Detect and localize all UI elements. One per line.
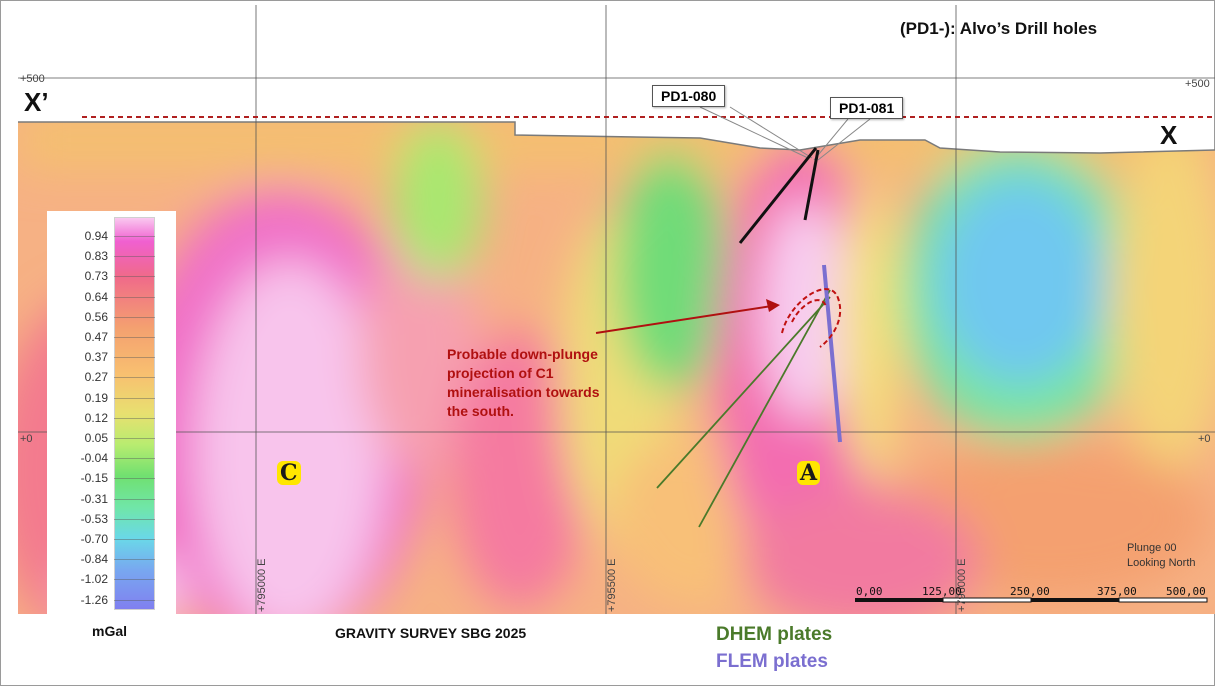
legend-tick-label: -0.04: [80, 451, 108, 466]
scale-label: 125,00: [922, 585, 962, 598]
annotation-line: mineralisation towards: [447, 384, 600, 400]
topography-line: [18, 121, 1215, 154]
legend-tick-mark: [114, 417, 155, 419]
scale-label: 375,00: [1097, 585, 1137, 598]
legend-tick-label: 0.05: [84, 431, 108, 445]
elevation-label-top-right: +500: [1185, 78, 1210, 90]
elevation-label-top-left: +500: [20, 73, 45, 85]
scale-label: 0,00: [856, 585, 883, 598]
legend-tick-label: 0.47: [84, 330, 108, 344]
legend-tick-label: -0.70: [80, 532, 108, 546]
legend-tick-mark: [114, 256, 155, 258]
dhem-legend-label: DHEM plates: [716, 624, 833, 645]
legend-tick-mark: [114, 337, 155, 338]
legend-tick-label: 0.94: [84, 229, 108, 243]
legend-tick-label: -0.84: [80, 552, 108, 567]
legend-unit: mGal: [92, 623, 128, 639]
legend-tick-mark: [114, 579, 155, 581]
legend-tick-label: 0.83: [84, 249, 108, 264]
annotation-arrow-line: [595, 305, 773, 334]
easting-label: +795000 E: [256, 558, 268, 612]
legend-tick-mark: [114, 397, 155, 399]
view-orientation-note: Plunge 00 Looking North: [1127, 541, 1196, 571]
dhem-plate-1: [656, 296, 831, 489]
legend-tick-mark: [114, 296, 155, 298]
target-label-a: A: [797, 461, 821, 485]
section-end-right-label: X: [1160, 120, 1178, 150]
survey-title: GRAVITY SURVEY SBG 2025: [335, 625, 527, 641]
legend-tick-label: 0.56: [84, 309, 108, 324]
annotation-arrow-head: [766, 299, 780, 312]
scale-bar: [855, 597, 1208, 603]
legend-tick-label: 0.27: [84, 370, 108, 385]
legend-tick-label: -1.26: [80, 592, 108, 607]
legend-tick-label: 0.64: [84, 289, 108, 304]
gravity-anomaly-field: [18, 122, 1215, 614]
section-end-left-label: X’: [24, 87, 49, 117]
drill-hole-key: (PD1-): Alvo’s Drill holes: [900, 19, 1098, 38]
legend-tick-mark: [114, 599, 155, 601]
target-label-c: C: [277, 461, 301, 485]
easting-label: +795500 E: [606, 558, 618, 612]
legend-tick-label: -0.31: [80, 491, 108, 506]
legend-tick-label: 0.37: [84, 350, 108, 365]
legend-tick-mark: [114, 559, 155, 561]
elevation-label-zero-left: +0: [20, 433, 33, 445]
drill-hole-pd1-080-trace: [738, 147, 818, 244]
legend-tick-label: 0.12: [84, 410, 108, 425]
annotation-line: Probable down-plunge: [447, 346, 598, 362]
legend-tick-mark: [114, 276, 155, 278]
legend-tick-label: 0.19: [84, 390, 108, 405]
legend-tick-mark: [114, 458, 155, 460]
legend-tick-mark: [114, 357, 155, 359]
legend-tick-mark: [114, 438, 155, 439]
mineralisation-annotation: Probable down-plunge projection of C1 mi…: [447, 345, 599, 421]
legend-tick-mark: [114, 518, 155, 520]
legend-tick-mark: [114, 478, 155, 480]
flem-legend-label: FLEM plates: [716, 651, 828, 672]
callout-leaders: [699, 106, 871, 161]
legend-tick-mark: [114, 377, 155, 379]
annotation-line: the south.: [447, 403, 514, 419]
colour-ramp: [114, 217, 155, 610]
projected-mineralisation-inner: [791, 299, 827, 323]
drill-hole-pd1-081-trace: [803, 149, 820, 221]
legend-tick-label: -1.02: [80, 572, 108, 587]
plunge-text: Plunge 00: [1127, 542, 1177, 554]
legend-tick-label: -0.53: [80, 511, 108, 526]
drill-hole-callout-pd1-081: PD1-081: [830, 97, 904, 119]
legend-tick-mark: [114, 236, 155, 237]
legend-tick-mark: [114, 316, 155, 318]
drill-hole-callout-pd1-080: PD1-080: [652, 85, 726, 107]
legend-tick-mark: [114, 539, 155, 540]
annotation-line: projection of C1: [447, 365, 554, 381]
grid-lines: [18, 5, 1215, 614]
legend-tick-mark: [114, 498, 155, 500]
scale-label: 250,00: [1010, 585, 1050, 598]
projected-mineralisation-outer: [781, 288, 841, 348]
legend-tick-label: 0.73: [84, 269, 108, 284]
looking-text: Looking North: [1127, 557, 1196, 569]
scale-label: 500,00: [1166, 585, 1206, 598]
elevation-label-zero-right: +0: [1198, 433, 1211, 445]
flem-plate: [822, 264, 842, 443]
legend-tick-label: -0.15: [80, 471, 108, 486]
dhem-plate-2: [698, 289, 831, 528]
